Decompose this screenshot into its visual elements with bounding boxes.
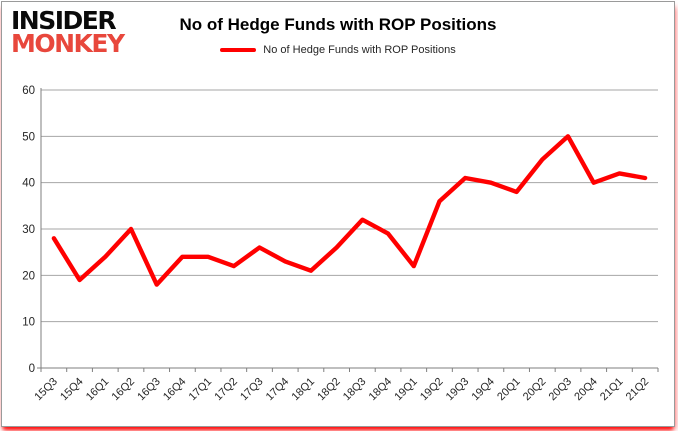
legend-label: No of Hedge Funds with ROP Positions xyxy=(263,44,456,56)
svg-text:18Q4: 18Q4 xyxy=(367,376,395,404)
svg-text:16Q2: 16Q2 xyxy=(110,376,138,404)
svg-text:18Q2: 18Q2 xyxy=(315,376,343,404)
svg-text:19Q3: 19Q3 xyxy=(444,376,472,404)
svg-text:19Q2: 19Q2 xyxy=(418,376,446,404)
svg-text:16Q1: 16Q1 xyxy=(84,376,112,404)
svg-text:18Q1: 18Q1 xyxy=(290,376,318,404)
svg-text:17Q1: 17Q1 xyxy=(187,376,215,404)
svg-text:17Q4: 17Q4 xyxy=(264,376,292,404)
svg-text:15Q4: 15Q4 xyxy=(58,376,86,404)
svg-text:19Q1: 19Q1 xyxy=(392,376,420,404)
svg-text:40: 40 xyxy=(22,178,35,190)
logo-monkey-text: MONKEY xyxy=(11,29,125,58)
chart-canvas: 010203040506015Q315Q416Q116Q216Q316Q417Q… xyxy=(22,85,659,404)
legend-line-swatch xyxy=(220,48,257,52)
logo-insider-text: INSIDER xyxy=(11,6,117,35)
svg-text:0: 0 xyxy=(29,363,35,375)
svg-text:30: 30 xyxy=(22,224,35,236)
insider-monkey-logo: INSIDER MONKEY xyxy=(11,6,125,58)
svg-text:21Q1: 21Q1 xyxy=(598,376,626,404)
chart-header: No of Hedge Funds with ROP Positions No … xyxy=(2,2,674,56)
chart-legend: No of Hedge Funds with ROP Positions xyxy=(2,44,674,56)
svg-text:50: 50 xyxy=(22,131,35,143)
svg-text:10: 10 xyxy=(22,317,35,329)
svg-text:20: 20 xyxy=(22,270,35,282)
svg-text:16Q4: 16Q4 xyxy=(161,376,189,404)
svg-text:20Q2: 20Q2 xyxy=(521,376,549,404)
svg-text:21Q2: 21Q2 xyxy=(624,376,652,404)
svg-text:17Q2: 17Q2 xyxy=(212,376,240,404)
svg-text:17Q3: 17Q3 xyxy=(238,376,266,404)
svg-text:20Q3: 20Q3 xyxy=(547,376,575,404)
svg-text:15Q3: 15Q3 xyxy=(32,376,60,404)
svg-text:18Q3: 18Q3 xyxy=(341,376,369,404)
svg-text:60: 60 xyxy=(22,85,35,97)
chart-title: No of Hedge Funds with ROP Positions xyxy=(179,15,497,34)
svg-text:20Q1: 20Q1 xyxy=(495,376,523,404)
svg-text:19Q4: 19Q4 xyxy=(469,376,497,404)
svg-text:16Q3: 16Q3 xyxy=(135,376,163,404)
svg-text:20Q4: 20Q4 xyxy=(572,376,600,404)
